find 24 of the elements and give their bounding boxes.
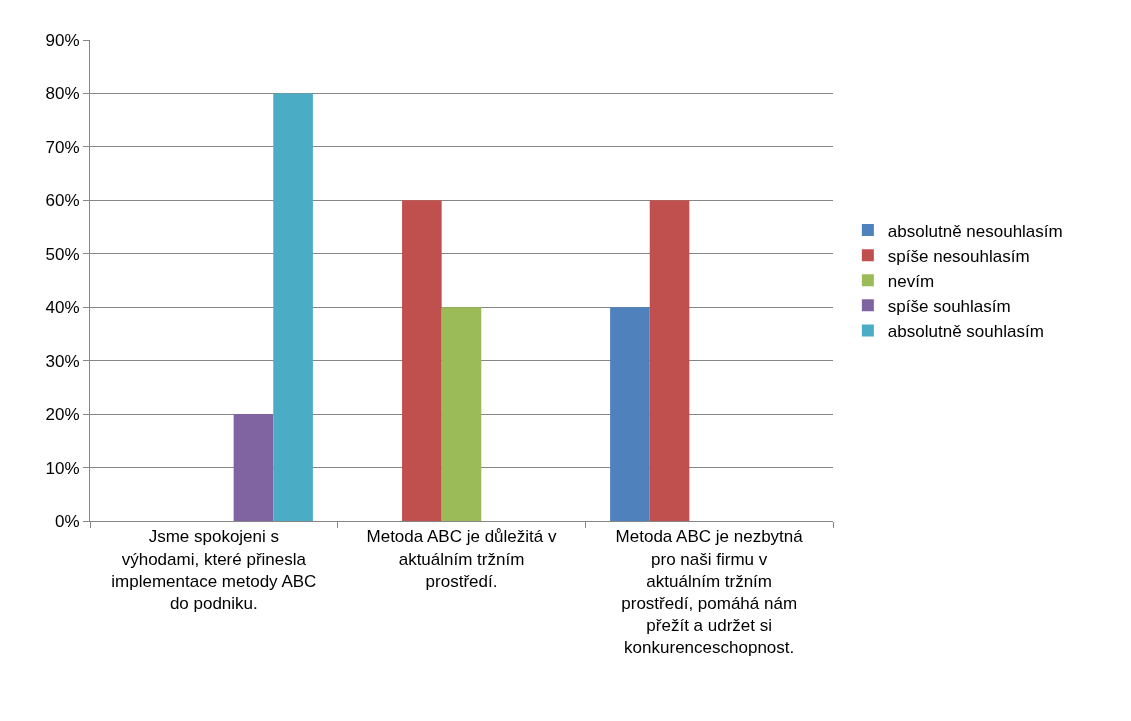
legend-label: absolutně souhlasím xyxy=(887,322,1044,342)
y-tick-label: 30% xyxy=(45,351,80,371)
y-tick-label: 10% xyxy=(45,458,80,478)
bar xyxy=(441,307,482,521)
legend-label: spíše nesouhlasím xyxy=(887,246,1030,266)
legend-label: spíše souhlasím xyxy=(887,296,1011,316)
bar xyxy=(233,414,274,521)
bar xyxy=(273,93,313,521)
bar xyxy=(610,307,650,521)
x-tick-label: Metoda ABC je důležitá v aktuálním tržním prostředí. xyxy=(366,527,557,591)
y-tick-label: 60% xyxy=(45,191,80,211)
bar xyxy=(402,200,442,521)
legend-label: absolutně nesouhlasím xyxy=(887,221,1063,241)
y-tick-label: 80% xyxy=(45,84,80,104)
y-tick-label: 70% xyxy=(45,137,80,157)
y-tick-label: 40% xyxy=(45,298,80,318)
y-tick-label: 0% xyxy=(55,511,80,531)
y-tick-label: 50% xyxy=(45,244,80,264)
y-tick-label: 90% xyxy=(45,30,80,50)
y-tick-label: 20% xyxy=(45,405,80,425)
bar xyxy=(649,200,690,521)
legend-label: nevím xyxy=(887,271,935,291)
x-tick-label: Jsme spokojeni s výhodami, které přinesla implementace metody ABC do podniku. xyxy=(111,527,317,613)
x-tick-label: Metoda ABC je nezbytná pro naši firmu v aktuálním tržním prostředí, pomáhá nám přežít a udržet si konkurenceschopnost. xyxy=(615,527,804,657)
